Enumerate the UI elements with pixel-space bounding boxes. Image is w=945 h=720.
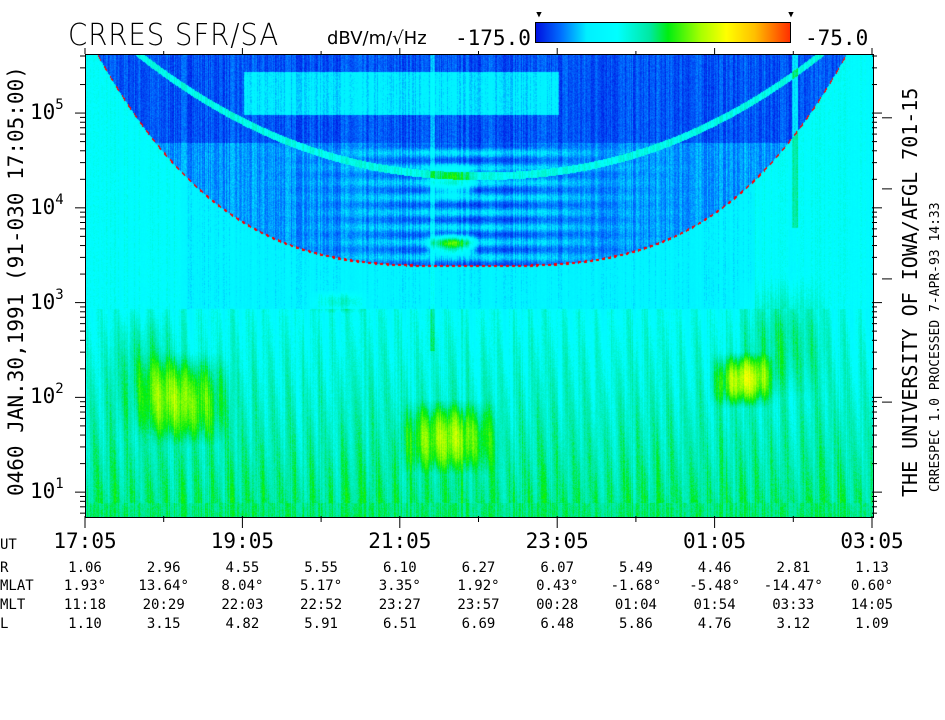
table-cell: 3.15 xyxy=(146,616,181,632)
x-tick-label: 21:05 xyxy=(368,529,432,553)
table-cell: 2.81 xyxy=(776,560,811,576)
row-label: R xyxy=(0,560,9,576)
table-cell: 20:29 xyxy=(142,597,185,613)
table-cell: 4.46 xyxy=(697,560,732,576)
row-label: MLAT xyxy=(0,578,34,594)
chart-title: CRRES SFR/SA xyxy=(68,18,280,53)
table-cell: -5.48° xyxy=(689,578,740,594)
table-cell: 6.10 xyxy=(382,560,417,576)
table-cell: 4.82 xyxy=(225,616,260,632)
y-tick-label: 103 xyxy=(30,287,64,314)
table-cell: 23:57 xyxy=(457,597,500,613)
table-cell: 01:04 xyxy=(614,597,657,613)
x-tick-label: 17:05 xyxy=(53,529,117,553)
y-tick-label: 104 xyxy=(30,192,64,219)
row-label: MLT xyxy=(0,597,26,613)
y-tick-exponent: 3 xyxy=(55,286,64,303)
table-cell: 6.07 xyxy=(540,560,575,576)
table-cell: 0.60° xyxy=(850,578,894,594)
y-tick-exponent: 2 xyxy=(55,381,64,398)
table-cell: 6.48 xyxy=(540,616,575,632)
table-cell: 1.09 xyxy=(855,616,889,632)
table-cell: 6.69 xyxy=(461,616,496,632)
row-label: UT xyxy=(0,537,17,553)
table-cell: 1.93° xyxy=(63,578,107,594)
y-tick-label: 102 xyxy=(30,381,64,408)
table-cell: 5.17° xyxy=(300,578,343,594)
colorbar-units: dBV/m/√Hz xyxy=(327,28,427,49)
table-cell: 1.06 xyxy=(68,560,102,576)
colorbar xyxy=(535,22,791,43)
table-cell: 4.55 xyxy=(225,560,260,576)
table-cell: 1.92° xyxy=(457,578,500,594)
y-tick-exponent: 5 xyxy=(55,97,64,114)
row-label: L xyxy=(0,616,9,632)
table-cell: 5.86 xyxy=(619,616,653,632)
table-cell: 2.96 xyxy=(146,560,181,576)
table-cell: 23:27 xyxy=(378,597,421,613)
table-cell: 6.51 xyxy=(382,616,417,632)
y-tick-label: 105 xyxy=(30,97,64,124)
table-cell: 11:18 xyxy=(63,597,107,613)
spectrogram-heatmap xyxy=(86,55,873,517)
table-cell: 3.12 xyxy=(776,616,811,632)
y-tick-exponent: 4 xyxy=(55,191,64,208)
table-cell: 0.43° xyxy=(536,578,579,594)
table-cell: 1.13 xyxy=(855,560,889,576)
table-cell: 1.10 xyxy=(68,616,102,632)
colorbar-min-marker-icon: ▼ xyxy=(536,10,542,20)
y-tick-label: 101 xyxy=(30,476,64,503)
x-tick-label: 19:05 xyxy=(210,529,274,553)
x-tick-label: 01:05 xyxy=(682,529,747,553)
spectrogram-plot xyxy=(85,54,874,518)
y-tick-base: 10 xyxy=(30,479,56,504)
table-cell: 14:05 xyxy=(850,597,894,613)
colorbar-min-label: -175.0 xyxy=(455,26,531,50)
table-cell: 22:03 xyxy=(221,597,264,613)
x-tick-label: 03:05 xyxy=(840,529,904,553)
table-cell: 01:54 xyxy=(693,597,736,613)
y-tick-base: 10 xyxy=(30,194,56,219)
x-tick-label: 23:05 xyxy=(525,529,589,553)
table-cell: 5.55 xyxy=(304,560,338,576)
table-cell: 5.49 xyxy=(619,560,653,576)
colorbar-max-marker-icon: ▼ xyxy=(788,10,794,20)
table-cell: 8.04° xyxy=(221,578,264,594)
table-cell: 3.35° xyxy=(378,578,421,594)
table-cell: 22:52 xyxy=(300,597,343,613)
table-cell: 03:33 xyxy=(772,597,815,613)
table-cell: -14.47° xyxy=(763,578,823,594)
table-cell: 6.27 xyxy=(461,560,496,576)
y-tick-base: 10 xyxy=(30,100,56,125)
colorbar-max-label: -75.0 xyxy=(805,26,869,50)
table-cell: 4.76 xyxy=(697,616,732,632)
y-tick-base: 10 xyxy=(30,384,56,409)
table-cell: 5.91 xyxy=(304,616,338,632)
y-tick-base: 10 xyxy=(30,289,56,314)
table-cell: -1.68° xyxy=(610,578,662,594)
table-cell: 00:28 xyxy=(536,597,579,613)
table-cell: 13.64° xyxy=(138,578,189,594)
y-tick-exponent: 1 xyxy=(55,476,64,493)
